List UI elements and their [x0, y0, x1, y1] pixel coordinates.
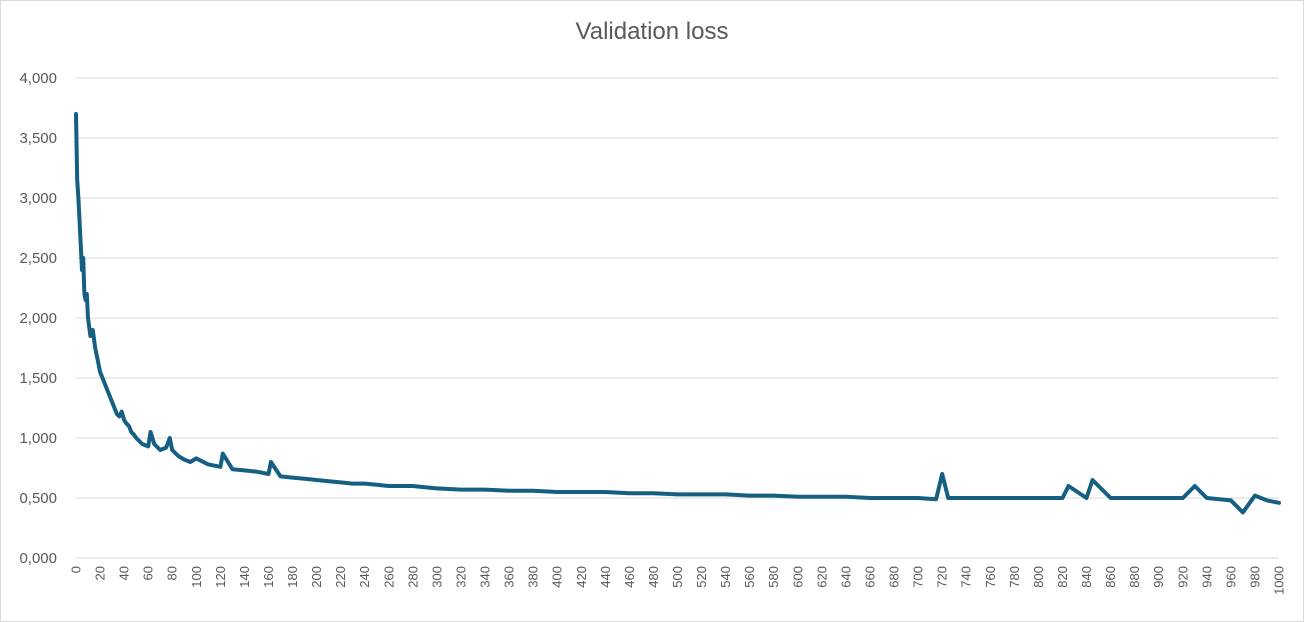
x-tick-label: 960: [1223, 566, 1238, 588]
x-tick-label: 20: [93, 566, 108, 580]
x-tick-label: 760: [983, 566, 998, 588]
x-tick-label: 600: [790, 566, 805, 588]
x-tick-label: 160: [261, 566, 276, 588]
x-tick-label: 900: [1151, 566, 1166, 588]
x-tick-label: 480: [646, 566, 661, 588]
series-line-0: [74, 112, 1281, 515]
y-tick-label: 0,500: [19, 490, 57, 507]
x-tick-label: 420: [574, 566, 589, 588]
x-tick-label: 140: [237, 566, 252, 588]
y-tick-label: 2,500: [19, 250, 57, 267]
y-tick-label: 1,500: [19, 370, 57, 387]
x-tick-label: 320: [453, 566, 468, 588]
x-axis-tick-labels: 0 20 40 60 80 100 120 140 160 180 200 220 240 260 280 3…: [69, 566, 1287, 595]
y-tick-label: 3,000: [19, 190, 57, 207]
x-tick-label: 820: [1055, 566, 1070, 588]
x-tick-label: 340: [478, 566, 493, 588]
x-tick-label: 540: [718, 566, 733, 588]
x-tick-label: 380: [526, 566, 541, 588]
x-tick-label: 440: [598, 566, 613, 588]
y-tick-label: 4,000: [19, 70, 57, 87]
x-tick-label: 680: [887, 566, 902, 588]
x-tick-label: 400: [550, 566, 565, 588]
x-tick-label: 880: [1127, 566, 1142, 588]
x-tick-label: 180: [285, 566, 300, 588]
x-tick-label: 360: [502, 566, 517, 588]
x-tick-label: 740: [959, 566, 974, 588]
x-tick-label: 860: [1103, 566, 1118, 588]
x-tick-label: 660: [862, 566, 877, 588]
x-tick-label: 1000: [1272, 566, 1287, 595]
x-tick-label: 300: [429, 566, 444, 588]
x-tick-label: 460: [622, 566, 637, 588]
chart-title: Validation loss: [575, 18, 729, 45]
x-tick-label: 80: [165, 566, 180, 580]
x-tick-label: 280: [405, 566, 420, 588]
x-tick-label: 500: [670, 566, 685, 588]
x-tick-label: 100: [189, 566, 204, 588]
x-tick-label: 700: [911, 566, 926, 588]
series-layer: [74, 112, 1281, 515]
x-tick-label: 920: [1175, 566, 1190, 588]
x-tick-label: 40: [117, 566, 132, 580]
gridlines: [76, 77, 1279, 559]
y-axis-tick-labels: 0,000 0,500 1,000 1,500 2,000 2,500 3,000 3,500…: [19, 70, 57, 567]
x-tick-label: 780: [1007, 566, 1022, 588]
x-tick-label: 800: [1031, 566, 1046, 588]
x-tick-label: 220: [333, 566, 348, 588]
x-tick-label: 200: [309, 566, 324, 588]
x-tick-label: 980: [1247, 566, 1262, 588]
x-tick-label: 640: [838, 566, 853, 588]
y-tick-label: 3,500: [19, 130, 57, 147]
x-tick-label: 60: [141, 566, 156, 580]
y-tick-label: 0,000: [19, 550, 57, 567]
x-tick-label: 620: [814, 566, 829, 588]
x-tick-label: 240: [357, 566, 372, 588]
x-tick-label: 560: [742, 566, 757, 588]
x-tick-label: 520: [694, 566, 709, 588]
y-tick-label: 2,000: [19, 310, 57, 327]
y-tick-label: 1,000: [19, 430, 57, 447]
x-tick-label: 580: [766, 566, 781, 588]
x-tick-label: 940: [1199, 566, 1214, 588]
x-tick-label: 120: [213, 566, 228, 588]
x-tick-label: 720: [935, 566, 950, 588]
x-tick-label: 840: [1079, 566, 1094, 588]
x-tick-label: 260: [381, 566, 396, 588]
x-tick-label: 0: [69, 566, 84, 573]
